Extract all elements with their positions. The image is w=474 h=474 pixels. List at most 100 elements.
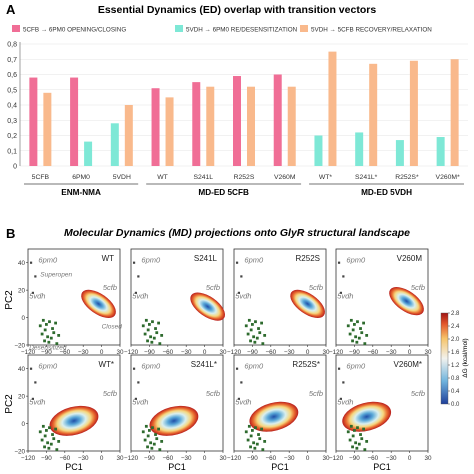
- x-tick-label: −30: [181, 349, 192, 356]
- label-5cfb: 5cfb: [206, 283, 220, 292]
- desensitized-point: [141, 430, 145, 434]
- desensitized-point: [149, 335, 153, 339]
- desensitized-point: [160, 334, 164, 337]
- desensitized-point: [354, 441, 358, 445]
- superopen-point: [34, 275, 37, 278]
- label-6pm0: 6pm0: [38, 362, 58, 371]
- bar: [110, 123, 119, 166]
- desensitized-point: [57, 334, 61, 337]
- superopen-point: [342, 275, 345, 278]
- landscape-subplot: 6pm0 5vdh 5cfb S241L −120 −90 −60 −30 0 30: [124, 248, 227, 356]
- subplot-label: R252S*: [292, 360, 320, 369]
- label-5vdh: 5vdh: [132, 397, 148, 406]
- pc2-label-bottom: PC2: [4, 394, 15, 414]
- desensitized-point: [48, 320, 51, 324]
- bar: [436, 137, 445, 166]
- desensitized-point: [143, 438, 147, 442]
- bar: [124, 105, 133, 166]
- superopen-point: [134, 291, 138, 294]
- x-tick-label: −120: [329, 349, 344, 356]
- desensitized-point: [255, 442, 259, 446]
- desensitized-point: [260, 321, 263, 325]
- label-5cfb: 5cfb: [103, 283, 117, 292]
- desensitized-point: [263, 334, 267, 337]
- x-tick-label: −60: [59, 349, 70, 356]
- x-tick-label: 0: [306, 349, 310, 356]
- label-6pm0: 6pm0: [244, 362, 264, 371]
- desensitized-point: [143, 332, 147, 336]
- superopen-point: [29, 367, 33, 370]
- desensitized-point: [365, 440, 369, 443]
- desensitized-point: [157, 427, 160, 431]
- label-5cfb: 5cfb: [309, 283, 323, 292]
- superopen-point: [137, 275, 140, 278]
- superopen-point: [337, 261, 341, 264]
- subplot-label: V260M: [397, 254, 423, 263]
- desensitized-point: [150, 446, 154, 450]
- subplot-label: R252S: [296, 254, 320, 263]
- x-tick-label: −30: [284, 455, 295, 462]
- desensitized-point: [249, 339, 252, 343]
- desensitized-point: [356, 320, 359, 324]
- x-tick-label: 0: [100, 455, 104, 462]
- desensitized-point: [43, 328, 47, 332]
- x-tick-label: −60: [162, 349, 173, 356]
- desensitized-point: [144, 318, 148, 322]
- x-tick-label: −120: [124, 349, 139, 356]
- desensitized-point: [263, 440, 267, 443]
- x-tick-label: −30: [181, 455, 192, 462]
- bar: [287, 86, 296, 166]
- desensitized-point: [38, 324, 42, 328]
- bar-category-label: 5CFB: [32, 174, 50, 181]
- desensitized-point: [151, 426, 154, 430]
- bar: [247, 86, 255, 166]
- superopen-point: [339, 291, 343, 294]
- desensitized-point: [152, 442, 156, 446]
- bar-category-label: WT*: [319, 174, 333, 181]
- superopen-point: [342, 381, 345, 384]
- colorbar-gradient: [440, 312, 449, 405]
- x-tick-label: −60: [367, 349, 378, 356]
- label-superopen: Superopen: [40, 271, 72, 278]
- bar-chart-panel: A Essential Dynamics (ED) overlap with t…: [6, 2, 468, 197]
- desensitized-point: [255, 336, 259, 340]
- desensitized-point: [355, 446, 359, 450]
- colorbar-tick-label: 2.0: [451, 337, 460, 343]
- panel-a-letter: A: [6, 2, 16, 17]
- desensitized-point: [249, 434, 253, 438]
- desensitized-point: [348, 438, 352, 442]
- desensitized-point: [146, 434, 150, 438]
- desensitized-point: [155, 331, 159, 335]
- bar: [273, 74, 282, 166]
- desensitized-point: [52, 437, 56, 441]
- bar-category-label: 6PM0: [72, 174, 90, 181]
- desensitized-point: [244, 430, 248, 434]
- landscape-subplots: 6pm0 5vdh 5cfb WT Superopen Closed Desensitize…: [14, 248, 432, 462]
- desensitized-point: [150, 340, 154, 344]
- label-5vdh: 5vdh: [337, 291, 353, 300]
- subplot-label: WT: [102, 254, 115, 263]
- bar-ytick-label: 0,2: [7, 133, 17, 140]
- desensitized-point: [54, 321, 57, 325]
- x-tick-label: −120: [21, 349, 36, 356]
- y-tick-label: 20: [18, 287, 26, 294]
- x-tick-label: 30: [219, 349, 227, 356]
- desensitized-point: [346, 324, 350, 328]
- x-tick-label: −90: [41, 349, 52, 356]
- colorbar-tick-label: 1.2: [451, 363, 460, 369]
- bar-ytick-label: 0,5: [7, 87, 17, 94]
- x-tick-label: −90: [349, 455, 360, 462]
- x-tick-label: −120: [227, 455, 242, 462]
- x-tick-label: 30: [116, 455, 124, 462]
- superopen-point: [31, 291, 35, 294]
- x-tick-label: 0: [306, 455, 310, 462]
- bar-ytick-label: 0,6: [7, 72, 17, 79]
- desensitized-point: [351, 434, 355, 438]
- desensitized-point: [349, 424, 353, 428]
- desensitized-point: [244, 324, 248, 328]
- desensitized-point: [257, 433, 260, 436]
- desensitized-point: [249, 328, 253, 332]
- desensitized-point: [149, 441, 153, 445]
- desensitized-point: [246, 332, 250, 336]
